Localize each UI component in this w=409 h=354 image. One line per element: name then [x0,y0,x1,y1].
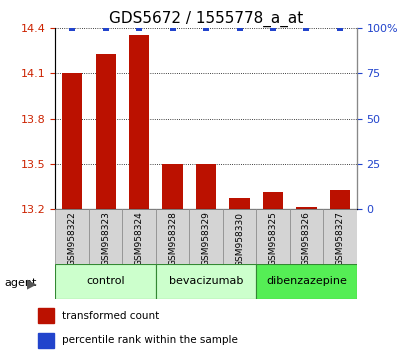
Text: ▶: ▶ [27,278,36,290]
FancyBboxPatch shape [189,209,222,264]
Title: GDS5672 / 1555778_a_at: GDS5672 / 1555778_a_at [109,11,302,27]
Bar [196,164,216,209]
Bar [329,190,349,209]
Point [302,25,309,31]
Bar [129,35,149,209]
Point [169,25,175,31]
Text: bevacizumab: bevacizumab [169,276,243,286]
Bar [38,308,54,323]
Text: GSM958323: GSM958323 [101,212,110,267]
Point [202,25,209,31]
Text: dibenzazepine: dibenzazepine [265,276,346,286]
FancyBboxPatch shape [289,209,322,264]
Bar [95,54,115,209]
FancyBboxPatch shape [256,264,356,299]
FancyBboxPatch shape [89,209,122,264]
Text: transformed count: transformed count [62,311,159,321]
Bar [229,198,249,209]
Point [69,25,75,31]
FancyBboxPatch shape [122,209,155,264]
Text: agent: agent [4,278,36,288]
Text: GSM958327: GSM958327 [335,212,344,267]
Point [269,25,276,31]
FancyBboxPatch shape [155,264,256,299]
FancyBboxPatch shape [155,209,189,264]
Text: control: control [86,276,125,286]
Point [135,25,142,31]
Bar [162,164,182,209]
Text: GSM958325: GSM958325 [268,212,277,267]
Text: GSM958322: GSM958322 [67,212,76,266]
FancyBboxPatch shape [55,209,89,264]
Text: percentile rank within the sample: percentile rank within the sample [62,335,238,345]
Bar [262,192,282,209]
Text: GSM958330: GSM958330 [234,212,243,267]
FancyBboxPatch shape [256,209,289,264]
Text: GSM958329: GSM958329 [201,212,210,267]
Text: GSM958326: GSM958326 [301,212,310,267]
Text: GSM958328: GSM958328 [168,212,177,267]
Bar [62,73,82,209]
Bar [38,333,54,348]
FancyBboxPatch shape [322,209,356,264]
FancyBboxPatch shape [55,264,155,299]
Point [336,25,342,31]
Point [236,25,242,31]
Bar [296,207,316,209]
Point [102,25,109,31]
Text: GSM958324: GSM958324 [134,212,143,266]
FancyBboxPatch shape [222,209,256,264]
